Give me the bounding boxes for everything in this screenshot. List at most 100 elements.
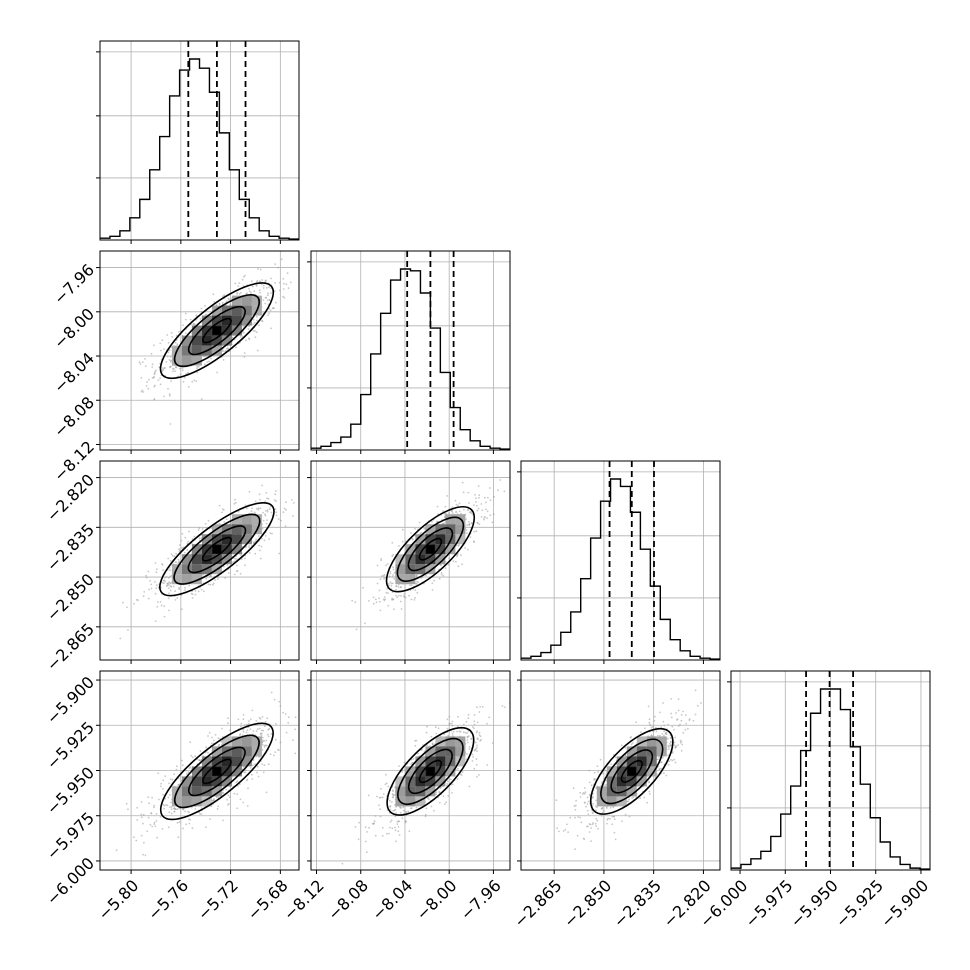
scatter-point bbox=[486, 764, 489, 766]
scatter-point bbox=[200, 398, 203, 400]
scatter-point bbox=[385, 782, 388, 785]
scatter-point bbox=[203, 355, 206, 358]
scatter-point bbox=[236, 570, 239, 573]
scatter-point bbox=[244, 557, 246, 560]
scatter-point bbox=[227, 717, 230, 720]
scatter-point bbox=[204, 305, 206, 307]
scatter-point bbox=[467, 713, 470, 716]
scatter-point bbox=[253, 290, 256, 292]
scatter-point bbox=[239, 798, 242, 801]
density-cell bbox=[455, 756, 466, 767]
scatter-point bbox=[466, 509, 469, 512]
y-tick-label: −5.900 bbox=[43, 673, 98, 728]
scatter-point bbox=[257, 508, 260, 511]
scatter-point bbox=[259, 557, 262, 560]
scatter-point bbox=[174, 599, 177, 601]
panel-2-2 bbox=[517, 460, 721, 664]
panel-frame bbox=[99, 250, 300, 451]
scatter-point bbox=[445, 512, 448, 515]
scatter-point bbox=[144, 365, 147, 367]
scatter-point bbox=[267, 763, 270, 765]
density-cell bbox=[241, 524, 252, 535]
panel-frame bbox=[310, 460, 511, 661]
scatter-point bbox=[195, 380, 198, 383]
y-tick-label: −6.000 bbox=[43, 854, 98, 909]
scatter-point bbox=[378, 600, 381, 603]
scatter-point bbox=[273, 499, 276, 501]
scatter-point bbox=[179, 373, 182, 376]
scatter-point bbox=[451, 732, 454, 735]
scatter-point bbox=[388, 799, 391, 802]
scatter-point bbox=[170, 806, 173, 808]
scatter-point bbox=[259, 549, 261, 552]
scatter-point bbox=[668, 760, 670, 763]
scatter-point bbox=[155, 820, 158, 822]
scatter-point bbox=[188, 530, 190, 533]
scatter-point bbox=[221, 511, 223, 514]
density-cell bbox=[211, 786, 222, 797]
scatter-point bbox=[376, 564, 379, 567]
scatter-point bbox=[400, 608, 403, 610]
scatter-point bbox=[245, 339, 247, 342]
scatter-point bbox=[221, 301, 224, 304]
scatter-point bbox=[150, 587, 153, 590]
scatter-point bbox=[492, 513, 495, 516]
scatter-point bbox=[372, 602, 375, 605]
panel-frame bbox=[310, 250, 511, 451]
scatter-point bbox=[488, 487, 491, 489]
density-cell bbox=[455, 534, 466, 545]
scatter-point bbox=[256, 771, 258, 774]
scatter-point bbox=[439, 787, 442, 789]
scatter-point bbox=[401, 770, 403, 773]
density-cell bbox=[231, 766, 242, 777]
scatter-point bbox=[366, 831, 368, 833]
contour-line bbox=[159, 722, 274, 821]
scatter-point bbox=[153, 806, 155, 809]
scatter-point bbox=[466, 736, 469, 739]
scatter-point bbox=[396, 820, 399, 823]
scatter-point bbox=[489, 514, 492, 517]
scatter-point bbox=[153, 823, 156, 826]
scatter-point bbox=[176, 765, 178, 768]
contour-line bbox=[173, 734, 260, 809]
scatter-point bbox=[621, 820, 623, 823]
scatter-point bbox=[159, 785, 162, 788]
scatter-point bbox=[239, 572, 242, 575]
scatter-point bbox=[194, 590, 197, 592]
scatter-point bbox=[170, 812, 173, 815]
scatter-point bbox=[161, 339, 164, 342]
scatter-point bbox=[212, 582, 215, 585]
scatter-point bbox=[418, 521, 421, 524]
scatter-point bbox=[257, 507, 260, 509]
scatter-point bbox=[167, 342, 170, 344]
scatter-point bbox=[282, 295, 284, 298]
scatter-point bbox=[161, 828, 164, 830]
scatter-point bbox=[264, 500, 266, 503]
density-cell bbox=[201, 756, 212, 767]
scatter-point bbox=[177, 558, 180, 561]
scatter-point bbox=[261, 743, 264, 746]
scatter-point bbox=[154, 825, 157, 828]
density-cell bbox=[395, 564, 406, 575]
scatter-point bbox=[443, 733, 446, 736]
scatter-point bbox=[234, 557, 237, 560]
density-cell bbox=[435, 544, 446, 555]
scatter-point bbox=[243, 724, 246, 726]
scatter-point bbox=[176, 821, 179, 824]
scatter-point bbox=[246, 507, 248, 510]
scatter-point bbox=[212, 739, 215, 742]
x-tick-label: −5.76 bbox=[144, 876, 192, 924]
scatter-point bbox=[473, 714, 476, 716]
scatter-point bbox=[148, 588, 150, 591]
scatter-point bbox=[273, 307, 275, 309]
scatter-point bbox=[188, 584, 191, 587]
scatter-point bbox=[258, 727, 261, 730]
scatter-point bbox=[168, 609, 170, 612]
scatter-point bbox=[191, 538, 194, 540]
scatter-point bbox=[280, 258, 283, 261]
density-cell bbox=[211, 554, 222, 565]
scatter-point bbox=[292, 502, 295, 504]
scatter-point bbox=[414, 589, 417, 592]
density-cell bbox=[181, 554, 192, 565]
density-cell bbox=[241, 295, 252, 306]
